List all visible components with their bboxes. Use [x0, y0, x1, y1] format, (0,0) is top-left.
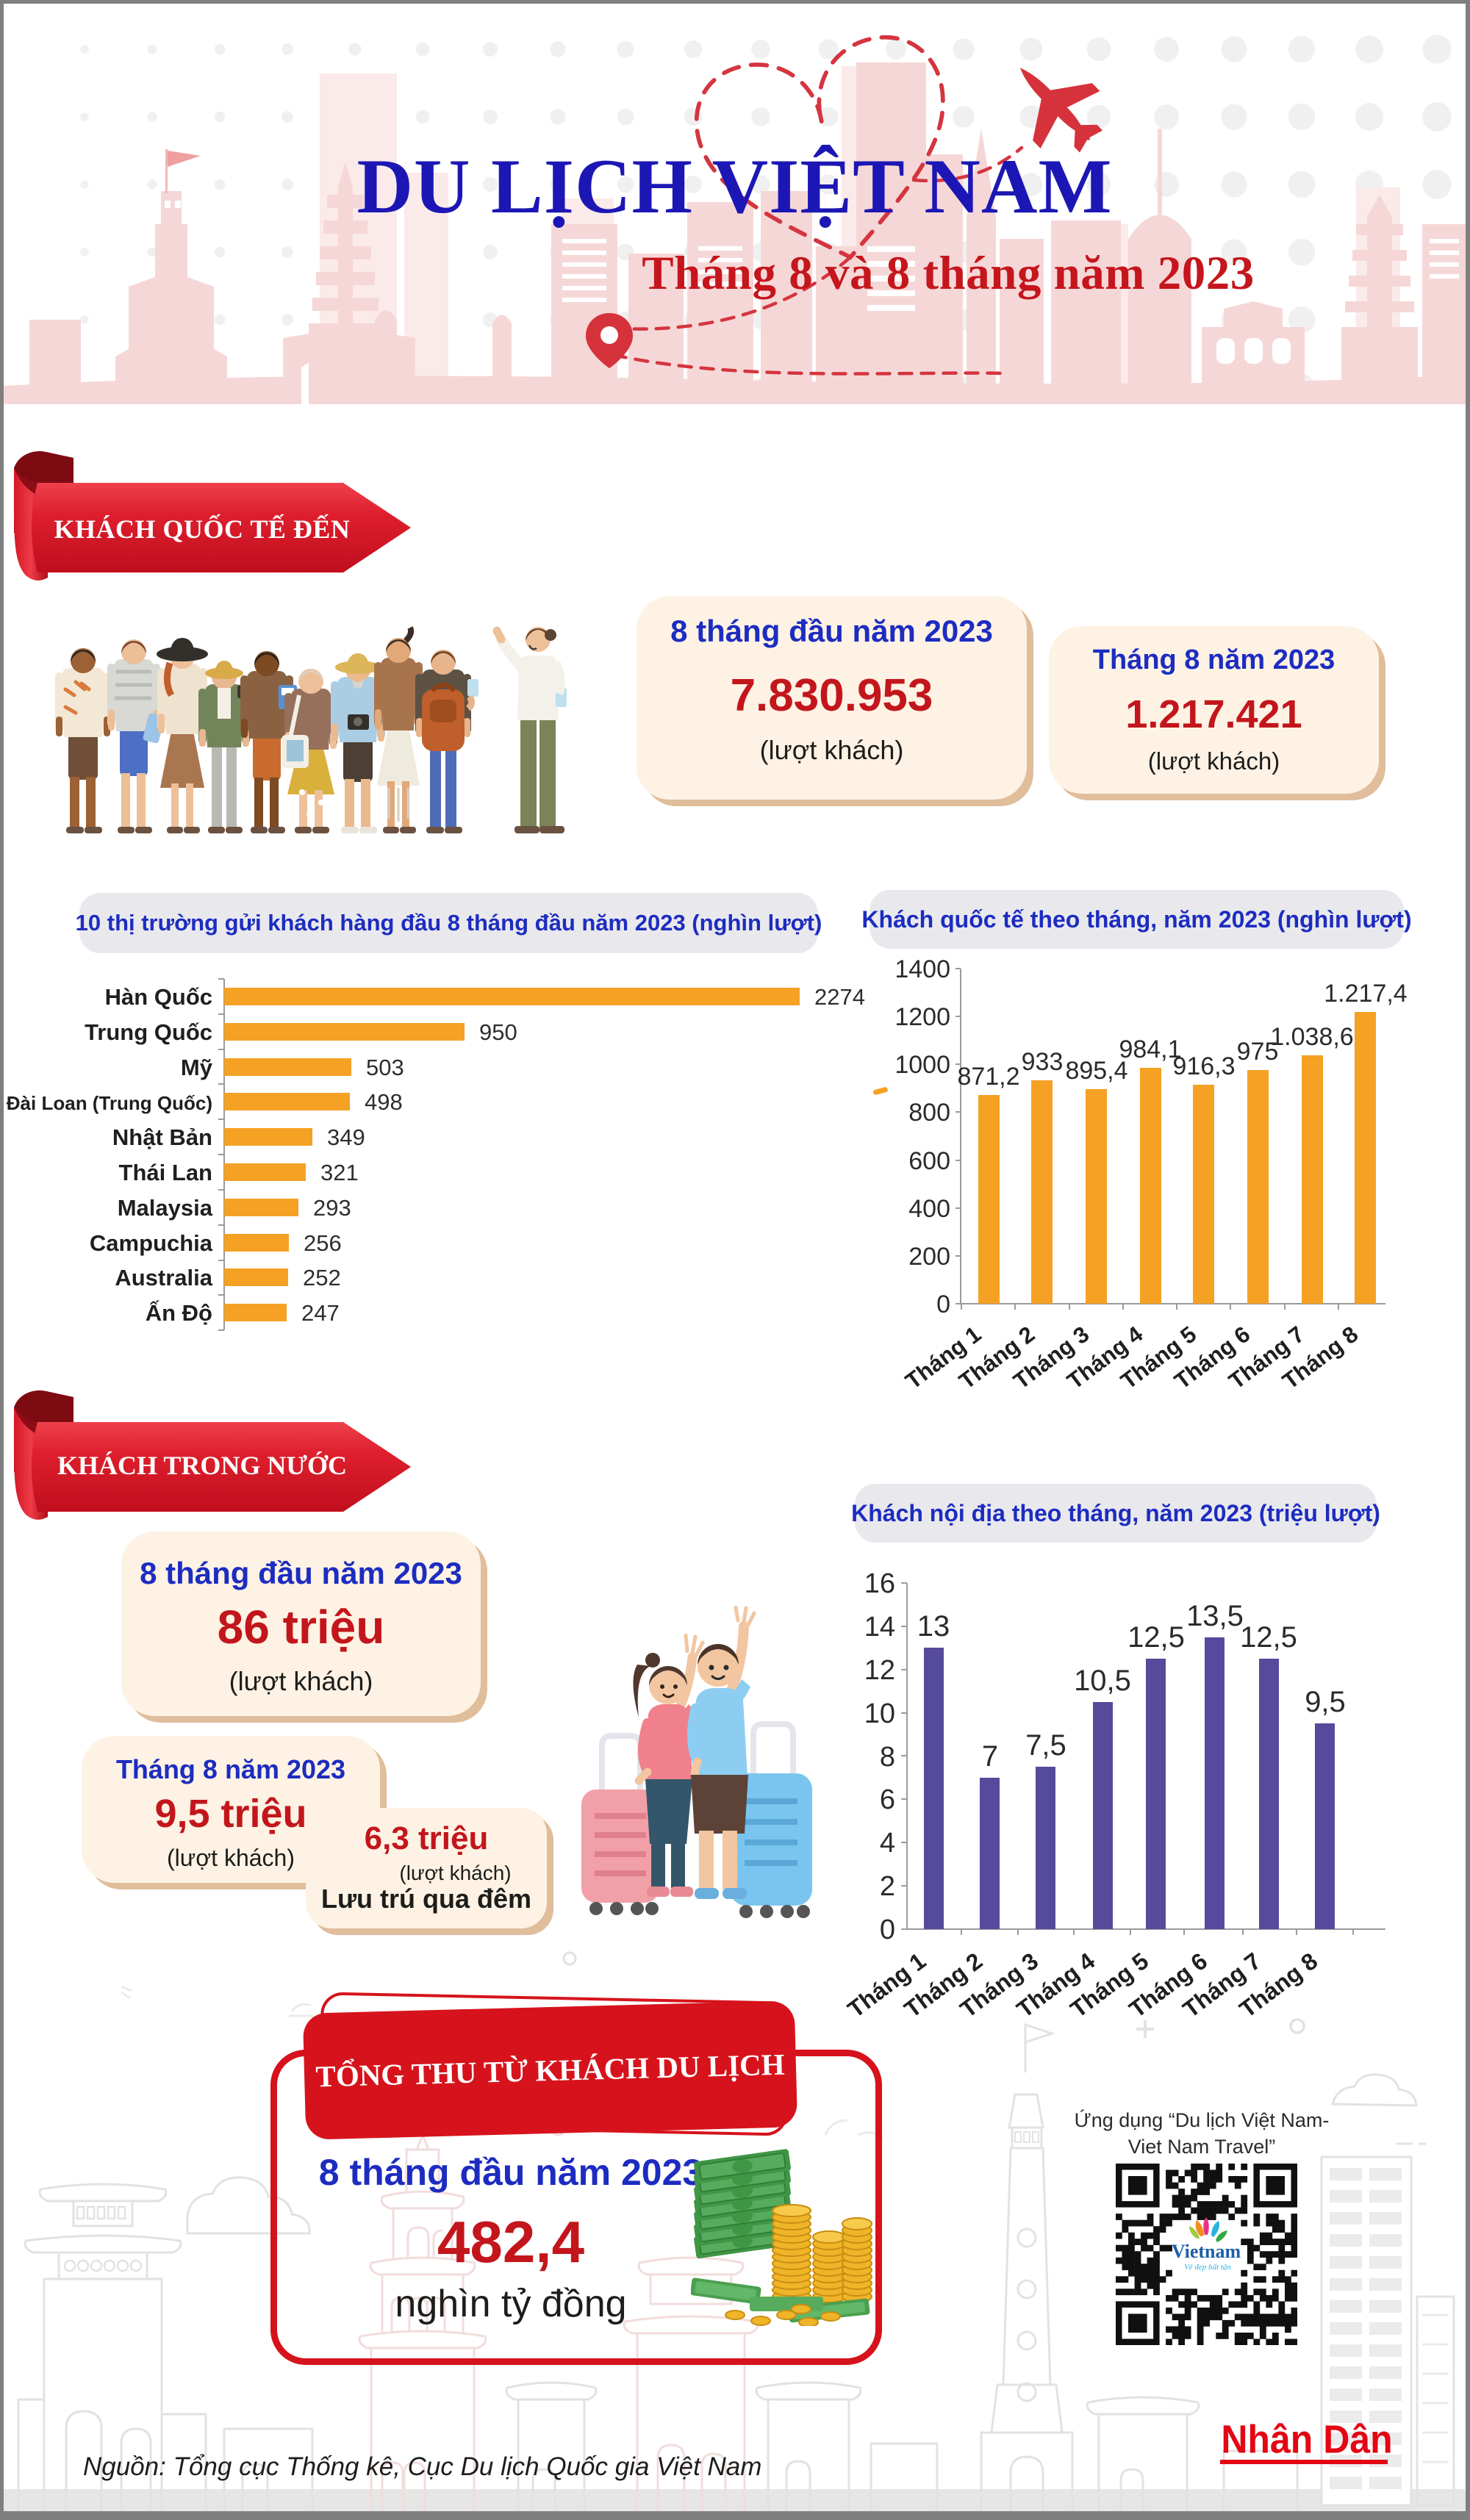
svg-text:1200: 1200 [894, 1003, 950, 1031]
svg-text:Ấn Độ: Ấn Độ [146, 1300, 212, 1326]
svg-text:Vẻ đẹp bất tận: Vẻ đẹp bất tận [1184, 2263, 1231, 2272]
svg-text:600: 600 [908, 1147, 950, 1175]
svg-text:247: 247 [301, 1300, 340, 1326]
svg-text:Australia: Australia [115, 1265, 212, 1290]
svg-text:9,5: 9,5 [1305, 1686, 1346, 1718]
svg-text:498: 498 [365, 1089, 403, 1115]
svg-text:12,5: 12,5 [1240, 1621, 1297, 1654]
svg-text:1400: 1400 [894, 955, 950, 983]
svg-text:950: 950 [479, 1019, 517, 1045]
svg-text:895,4: 895,4 [1065, 1057, 1127, 1085]
svg-text:13: 13 [917, 1610, 950, 1643]
svg-text:871,2: 871,2 [957, 1063, 1019, 1091]
svg-text:916,3: 916,3 [1172, 1052, 1235, 1080]
svg-text:0: 0 [880, 1914, 895, 1945]
svg-text:Campuchia: Campuchia [90, 1230, 213, 1256]
svg-text:349: 349 [327, 1124, 365, 1150]
svg-text:984,1: 984,1 [1119, 1035, 1181, 1063]
svg-text:1.038,6: 1.038,6 [1270, 1023, 1353, 1051]
svg-text:Malaysia: Malaysia [118, 1195, 213, 1221]
svg-text:400: 400 [908, 1195, 950, 1223]
svg-text:6: 6 [880, 1784, 895, 1815]
svg-text:12: 12 [864, 1655, 895, 1686]
svg-text:4: 4 [880, 1828, 895, 1859]
svg-text:14: 14 [864, 1612, 895, 1643]
svg-text:1.217,4: 1.217,4 [1324, 980, 1407, 1008]
svg-text:Hàn Quốc: Hàn Quốc [105, 984, 212, 1010]
svg-text:321: 321 [320, 1160, 359, 1185]
svg-text:8: 8 [880, 1742, 895, 1773]
svg-text:933: 933 [1022, 1048, 1064, 1076]
svg-text:Trung Quốc: Trung Quốc [85, 1019, 212, 1045]
svg-text:Vietnam: Vietnam [1172, 2241, 1241, 2262]
svg-text:Mỹ: Mỹ [181, 1055, 213, 1080]
svg-text:10: 10 [864, 1698, 895, 1729]
svg-text:Thái Lan: Thái Lan [119, 1160, 212, 1185]
svg-text:10,5: 10,5 [1074, 1665, 1131, 1697]
svg-text:252: 252 [303, 1265, 341, 1290]
svg-text:12,5: 12,5 [1127, 1621, 1185, 1654]
svg-text:2: 2 [880, 1871, 895, 1902]
svg-text:800: 800 [908, 1099, 950, 1127]
svg-text:7: 7 [982, 1740, 998, 1773]
svg-text:Đài Loan (Trung Quốc): Đài Loan (Trung Quốc) [7, 1092, 212, 1114]
svg-text:7,5: 7,5 [1025, 1729, 1066, 1762]
svg-text:975: 975 [1237, 1038, 1279, 1066]
svg-text:503: 503 [366, 1055, 404, 1080]
svg-text:13,5: 13,5 [1186, 1600, 1244, 1632]
svg-text:16: 16 [864, 1568, 895, 1599]
svg-text:2274: 2274 [814, 984, 865, 1010]
svg-text:0: 0 [936, 1290, 950, 1318]
svg-text:293: 293 [313, 1195, 351, 1221]
svg-text:256: 256 [304, 1230, 342, 1256]
svg-text:200: 200 [908, 1243, 950, 1271]
svg-text:Nhật Bản: Nhật Bản [112, 1124, 212, 1150]
svg-text:1000: 1000 [894, 1051, 950, 1079]
